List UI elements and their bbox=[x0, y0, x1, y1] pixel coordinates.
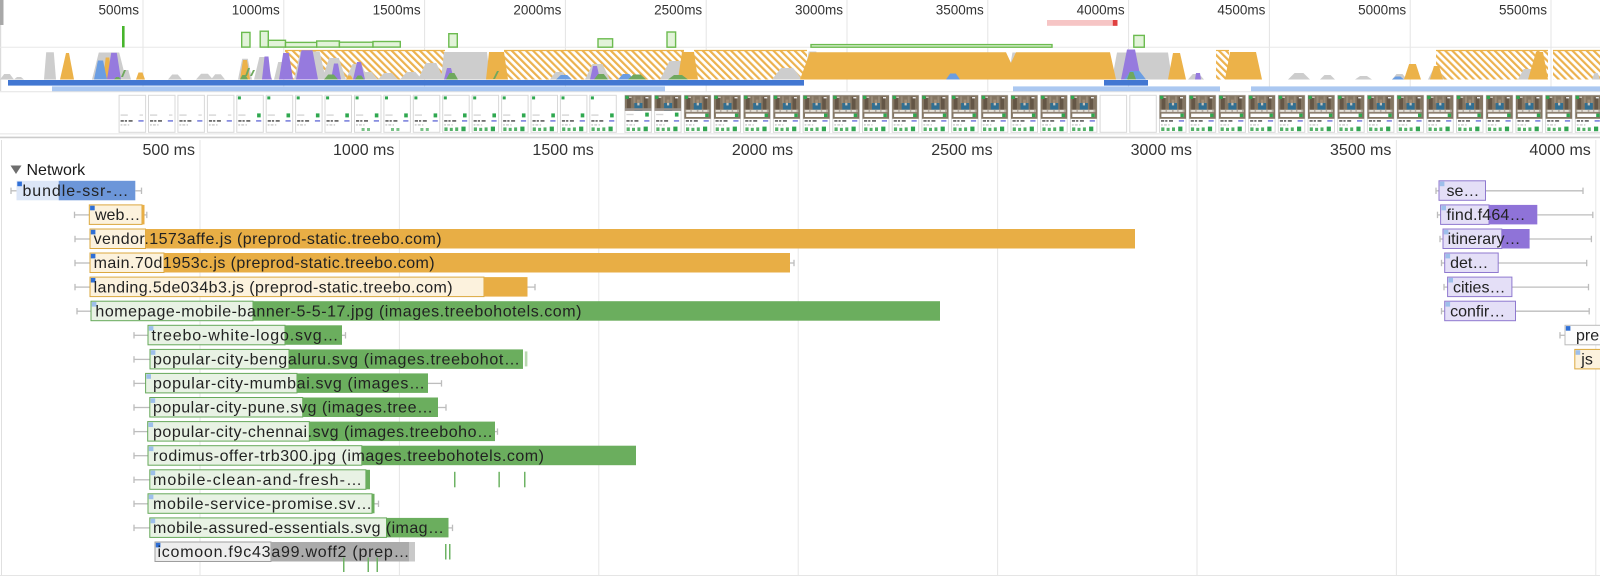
svg-text:find.f464…: find.f464… bbox=[1447, 207, 1526, 224]
svg-text:3500 ms: 3500 ms bbox=[1330, 142, 1391, 159]
svg-text:web…: web… bbox=[94, 207, 140, 224]
svg-text:treebo-white-logo.svg…: treebo-white-logo.svg… bbox=[152, 328, 339, 345]
svg-text:1500ms: 1500ms bbox=[373, 3, 421, 18]
svg-text:3500ms: 3500ms bbox=[936, 3, 984, 18]
svg-text:Network: Network bbox=[27, 162, 87, 179]
svg-text:1000 ms: 1000 ms bbox=[333, 142, 394, 159]
svg-text:rodimus-offer-trb300.jpg (imag: rodimus-offer-trb300.jpg (images.treeboh… bbox=[153, 448, 544, 465]
svg-text:js: js bbox=[1580, 352, 1593, 369]
svg-text:itinerary…: itinerary… bbox=[1448, 231, 1521, 248]
svg-text:1500 ms: 1500 ms bbox=[532, 142, 593, 159]
svg-text:4500ms: 4500ms bbox=[1217, 3, 1265, 18]
svg-text:mobile-assured-essentials.svg: mobile-assured-essentials.svg (imag… bbox=[153, 520, 444, 537]
svg-text:2000 ms: 2000 ms bbox=[732, 142, 793, 159]
svg-text:homepage-mobile-banner-5-5-17.: homepage-mobile-banner-5-5-17.jpg (image… bbox=[95, 303, 581, 320]
svg-text:se…: se… bbox=[1447, 183, 1480, 200]
svg-text:5500ms: 5500ms bbox=[1499, 3, 1547, 18]
svg-text:2000ms: 2000ms bbox=[513, 3, 561, 18]
svg-text:500 ms: 500 ms bbox=[143, 142, 195, 159]
svg-text:popular-city-bengaluru.svg (im: popular-city-bengaluru.svg (images.treeb… bbox=[153, 352, 520, 369]
svg-text:popular-city-pune.svg (images.: popular-city-pune.svg (images.tree… bbox=[153, 400, 433, 417]
svg-text:5000ms: 5000ms bbox=[1358, 3, 1406, 18]
svg-text:cities…: cities… bbox=[1453, 279, 1505, 296]
svg-text:1000ms: 1000ms bbox=[232, 3, 280, 18]
svg-text:confir…: confir… bbox=[1450, 303, 1505, 320]
svg-text:pre.: pre. bbox=[1576, 328, 1600, 345]
svg-text:vendor.1573affe.js (preprod-st: vendor.1573affe.js (preprod-static.treeb… bbox=[94, 231, 442, 248]
svg-text:mobile-service-promise.sv…: mobile-service-promise.sv… bbox=[153, 496, 372, 513]
svg-text:2500ms: 2500ms bbox=[654, 3, 702, 18]
svg-text:4000 ms: 4000 ms bbox=[1529, 142, 1590, 159]
svg-text:det…: det… bbox=[1450, 255, 1488, 272]
svg-text:3000 ms: 3000 ms bbox=[1131, 142, 1192, 159]
svg-text:2500 ms: 2500 ms bbox=[931, 142, 992, 159]
svg-text:500ms: 500ms bbox=[98, 3, 139, 18]
svg-text:3000ms: 3000ms bbox=[795, 3, 843, 18]
svg-text:popular-city-mumbai.svg (image: popular-city-mumbai.svg (images… bbox=[153, 376, 425, 393]
svg-text:mobile-clean-and-fresh-…: mobile-clean-and-fresh-… bbox=[153, 472, 362, 489]
svg-text:main.70d1953c.js (preprod-stat: main.70d1953c.js (preprod-static.treebo.… bbox=[94, 255, 435, 272]
svg-text:bundle-ssr-…: bundle-ssr-… bbox=[23, 183, 129, 200]
svg-text:landing.5de034b3.js (preprod-s: landing.5de034b3.js (preprod-static.tree… bbox=[94, 279, 453, 296]
svg-text:icomoon.f9c43a99.woff2 (prep…: icomoon.f9c43a99.woff2 (prep… bbox=[158, 544, 410, 561]
svg-text:popular-city-chennai.svg (imag: popular-city-chennai.svg (images.treeboh… bbox=[153, 424, 493, 441]
svg-text:4000ms: 4000ms bbox=[1077, 3, 1125, 18]
